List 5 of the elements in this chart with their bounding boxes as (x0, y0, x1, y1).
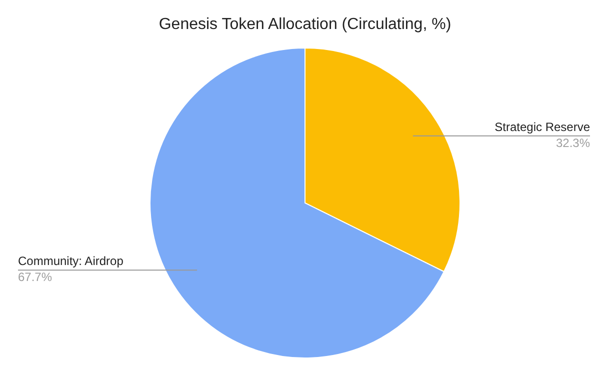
data-label: 32.3% (556, 136, 590, 150)
chart-title: Genesis Token Allocation (Circulating, %) (158, 16, 452, 33)
slice-label: Community: Airdrop (18, 254, 124, 268)
data-label: 67.7% (18, 270, 52, 284)
slice-label: Strategic Reserve (494, 120, 590, 134)
